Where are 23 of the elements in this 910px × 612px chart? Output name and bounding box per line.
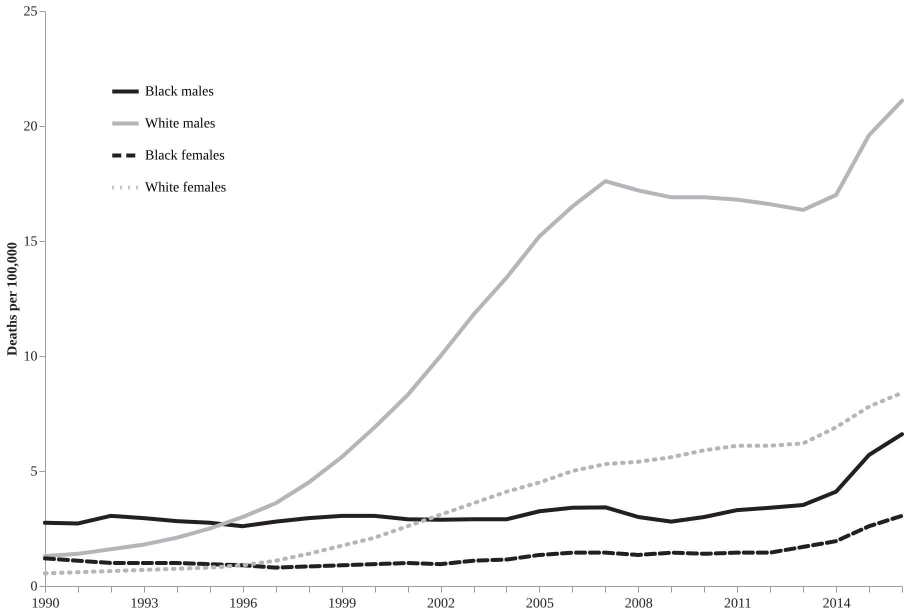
line-series	[43, 514, 904, 570]
x-tick-label: 2008	[624, 596, 653, 612]
line-series	[43, 98, 904, 558]
line-series	[43, 432, 904, 528]
x-tick-label: 1996	[229, 596, 258, 612]
y-tick-label: 10	[24, 350, 38, 364]
x-tick-label: 2005	[526, 596, 554, 612]
y-axis-title: Deaths per 100,000	[6, 242, 20, 356]
legend-label: Black males	[145, 84, 214, 100]
x-tick-label: 2011	[724, 596, 752, 612]
legend-label: Black females	[145, 148, 225, 164]
x-tick-label: 2002	[427, 596, 456, 612]
x-tick-label: 1990	[32, 596, 60, 612]
legend-label: White males	[145, 116, 216, 132]
legend-label: White females	[145, 180, 226, 196]
y-tick-label: 15	[24, 234, 38, 250]
x-tick-label: 1999	[328, 596, 356, 612]
y-tick-label: 0	[30, 580, 38, 594]
y-tick-label: 25	[24, 4, 38, 20]
x-tick-label: 1993	[130, 596, 158, 612]
x-tick-label: 2014	[822, 596, 851, 612]
y-tick-label: 20	[24, 120, 38, 134]
y-tick-label: 5	[30, 464, 38, 480]
